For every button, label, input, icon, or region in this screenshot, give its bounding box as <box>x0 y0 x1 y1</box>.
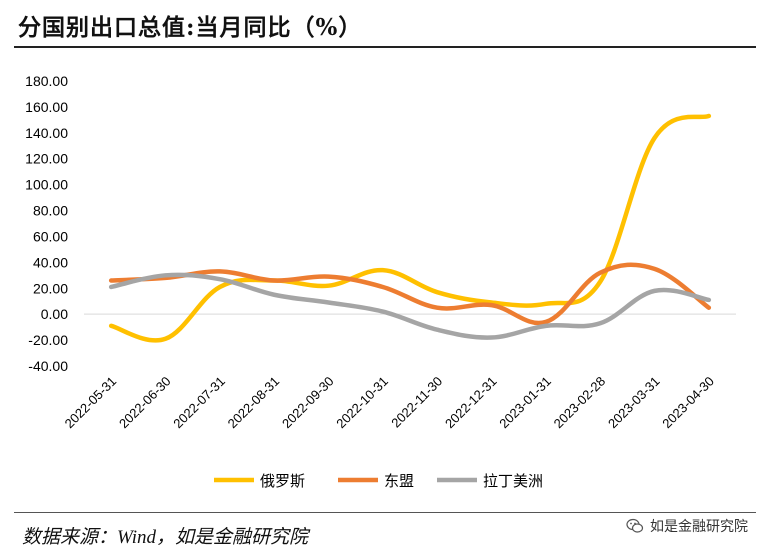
y-tick-label: 20.00 <box>33 280 68 296</box>
y-tick-label: 140.00 <box>25 125 68 141</box>
footer-divider <box>14 512 756 513</box>
y-tick-label: 40.00 <box>33 254 68 270</box>
legend: 俄罗斯 东盟 拉丁美洲 <box>214 472 543 490</box>
legend-label: 东盟 <box>384 472 414 490</box>
series-line-2 <box>108 262 712 326</box>
x-tick-label: 2022-08-31 <box>225 374 283 432</box>
y-tick-label: 60.00 <box>33 228 68 244</box>
y-tick-label: -40.00 <box>28 358 68 374</box>
title-divider <box>14 46 756 48</box>
line-chart: 180.00 160.00 140.00 120.00 100.00 80.00 60.00… <box>25 73 736 490</box>
y-axis: 180.00 160.00 140.00 120.00 100.00 80.00 60.00… <box>25 73 68 374</box>
y-tick-label: 180.00 <box>25 73 68 89</box>
watermark: 如是金融研究院 <box>626 516 748 536</box>
wechat-icon <box>626 518 644 533</box>
x-tick-label: 2022-09-30 <box>279 374 337 432</box>
y-tick-label: 80.00 <box>33 203 68 219</box>
series-group <box>108 113 712 343</box>
source-note: 数据来源：Wind，如是金融研究院 <box>22 527 309 548</box>
y-tick-label: -20.00 <box>28 332 68 348</box>
series-line-3 <box>108 272 712 340</box>
x-tick-label: 2023-02-28 <box>551 374 609 432</box>
x-tick-label: 2023-01-31 <box>496 374 554 432</box>
x-tick-label: 2022-05-31 <box>62 374 120 432</box>
y-tick-label: 120.00 <box>25 151 68 167</box>
legend-label: 俄罗斯 <box>260 472 305 490</box>
series-line-1 <box>108 113 712 343</box>
x-tick-label: 2023-04-30 <box>659 374 717 432</box>
watermark-text: 如是金融研究院 <box>650 518 748 534</box>
x-tick-label: 2022-12-31 <box>442 374 500 432</box>
y-tick-label: 160.00 <box>25 99 68 115</box>
y-tick-label: 0.00 <box>41 306 68 322</box>
y-tick-label: 100.00 <box>25 177 68 193</box>
x-tick-label: 2022-07-31 <box>170 374 228 432</box>
legend-label: 拉丁美洲 <box>483 472 543 490</box>
x-tick-label: 2022-11-30 <box>388 374 445 431</box>
x-tick-label: 2023-03-31 <box>605 374 663 432</box>
x-tick-label: 2022-06-30 <box>116 374 174 432</box>
x-axis: 2022-05-312022-06-302022-07-312022-08-31… <box>62 374 717 432</box>
x-tick-label: 2022-10-31 <box>333 374 391 432</box>
chart-title: 分国别出口总值:当月同比（%） <box>18 14 363 41</box>
